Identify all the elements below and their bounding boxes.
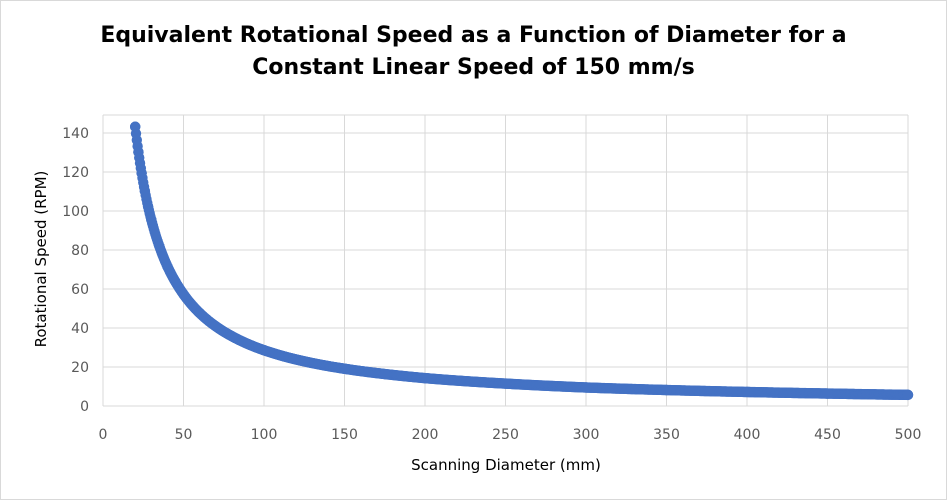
x-tick-label: 200 xyxy=(412,427,439,443)
data-point xyxy=(580,382,592,393)
y-tick-label: 80 xyxy=(71,243,89,259)
x-tick-label: 450 xyxy=(814,427,841,443)
chart-title: Equivalent Rotational Speed as a Functio… xyxy=(0,20,947,84)
data-point xyxy=(142,201,154,212)
y-tick-label: 120 xyxy=(62,165,89,181)
data-point xyxy=(146,214,157,225)
data-point xyxy=(154,241,165,252)
x-tick-label: 300 xyxy=(573,427,600,443)
x-tick-label: 250 xyxy=(492,427,519,443)
x-tick-label: 100 xyxy=(251,427,278,443)
data-point xyxy=(133,146,144,158)
x-tick-label: 500 xyxy=(895,427,922,443)
data-point xyxy=(226,330,237,342)
y-tick-label: 40 xyxy=(71,321,89,337)
data-point xyxy=(162,261,173,272)
data-point xyxy=(299,356,310,367)
data-point xyxy=(500,378,511,389)
data-point xyxy=(210,321,221,332)
data-point xyxy=(170,276,181,287)
data-point xyxy=(339,363,350,374)
chart-title-line1: Equivalent Rotational Speed as a Functio… xyxy=(100,23,847,48)
gridlines xyxy=(102,114,909,407)
y-tick-label: 140 xyxy=(62,126,89,142)
x-tick-label: 150 xyxy=(331,427,358,443)
x-tick-label: 0 xyxy=(99,427,108,443)
data-point xyxy=(661,384,672,396)
x-axis-label: Scanning Diameter (mm) xyxy=(411,456,601,474)
data-point xyxy=(258,345,270,356)
x-tick-label: 350 xyxy=(653,427,680,443)
data-series xyxy=(130,121,914,401)
tick-labels: 0 50 100 150 200 250 300 350 400 450 500 0 20 40 60 80 1… xyxy=(62,126,921,443)
x-tick-label: 400 xyxy=(734,427,761,443)
y-axis-label: Rotational Speed (RPM) xyxy=(32,171,50,348)
x-tick-label: 50 xyxy=(175,427,193,443)
y-tick-label: 20 xyxy=(71,360,89,376)
data-point xyxy=(242,338,254,350)
chart-title-line2: Constant Linear Speed of 150 mm/s xyxy=(252,55,695,80)
y-tick-label: 60 xyxy=(71,282,89,298)
data-point xyxy=(194,307,205,319)
data-point xyxy=(902,389,914,401)
data-point xyxy=(419,372,431,384)
y-tick-label: 0 xyxy=(80,399,89,415)
data-point xyxy=(178,289,189,300)
data-point xyxy=(822,388,833,399)
data-point xyxy=(139,185,151,197)
data-point xyxy=(741,386,753,398)
data-point xyxy=(136,167,147,179)
data-point xyxy=(130,121,141,132)
y-tick-label: 100 xyxy=(62,204,89,220)
data-point xyxy=(379,368,390,380)
